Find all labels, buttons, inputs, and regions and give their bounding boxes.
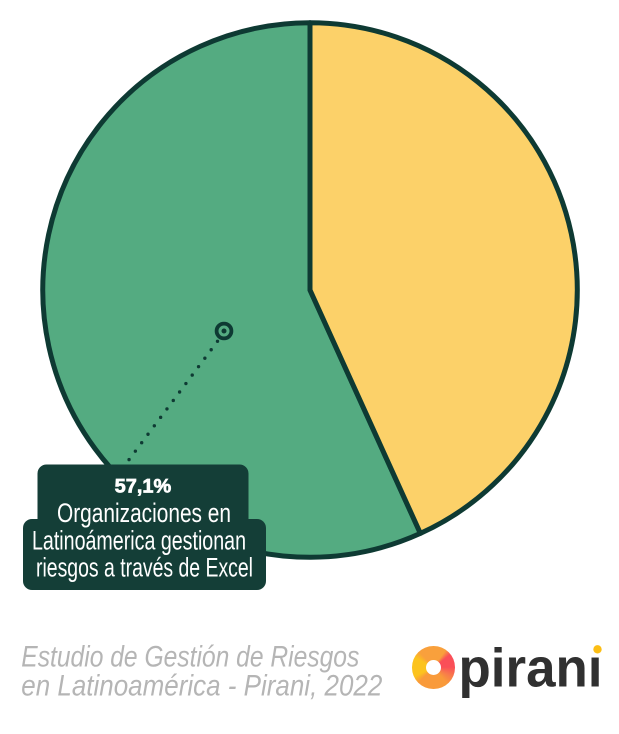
svg-text:riesgos a través de Excel: riesgos a través de Excel xyxy=(36,553,253,583)
svg-text:Latinoámerica gestionan: Latinoámerica gestionan xyxy=(32,526,246,556)
svg-text:Estudio de Gestión de Riesgos: Estudio de Gestión de Riesgos xyxy=(21,641,359,674)
svg-text:piranı: piranı xyxy=(459,637,603,699)
svg-text:57,1%: 57,1% xyxy=(115,476,172,498)
svg-text:en Latinoamérica - Pirani, 202: en Latinoamérica - Pirani, 2022 xyxy=(21,670,382,703)
svg-text:Organizaciones en: Organizaciones en xyxy=(57,498,231,528)
